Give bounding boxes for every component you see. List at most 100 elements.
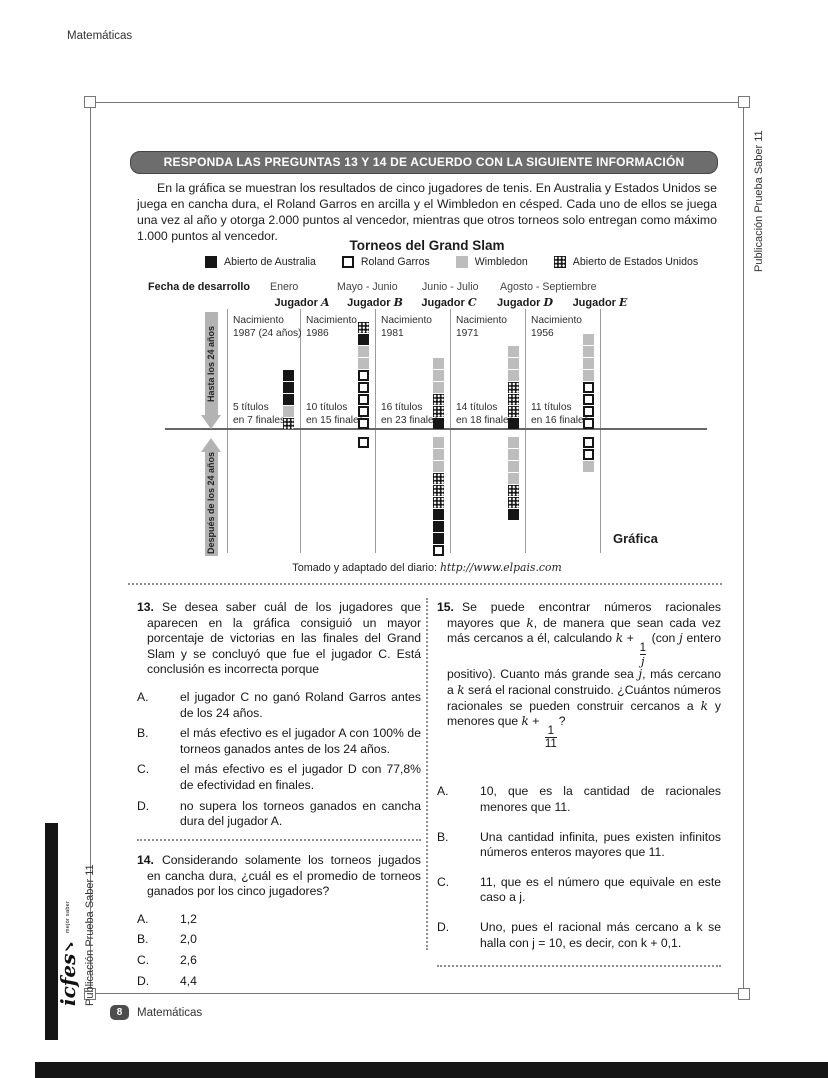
- math-variable: k: [457, 682, 465, 697]
- player-a-header: Jugador A: [274, 296, 330, 309]
- chart-legend: Abierto de Australia Roland Garros Wimbl…: [205, 256, 698, 268]
- player-c-header: Jugador C: [421, 296, 477, 309]
- title-square-australia: [433, 533, 444, 544]
- title-square-roland: [358, 418, 369, 429]
- title-square-roland: [583, 449, 594, 460]
- chart-title: Torneos del Grand Slam: [349, 238, 505, 253]
- question-text: , más cercano a: [447, 667, 721, 697]
- math-operator: +: [528, 714, 543, 729]
- player-e-birth: Nacimiento 1956: [531, 315, 582, 340]
- question-separator: [137, 838, 421, 841]
- source-credit: Tomado y adaptado del diario: http://www…: [292, 561, 562, 574]
- player-a-titles: 5 títulos en 7 finales: [233, 402, 286, 427]
- title-square-wimbledon: [508, 473, 519, 484]
- question-text: (con: [647, 631, 679, 646]
- title-square-us: [433, 394, 444, 405]
- math-variable: j: [638, 667, 643, 682]
- player-e-stack-before-24: [583, 333, 594, 429]
- side-text-right: Publicación Prueba Saber 11: [753, 130, 765, 272]
- player-e-titles: 11 títulos en 16 finales: [531, 402, 589, 427]
- title-square-roland: [583, 406, 594, 417]
- player-e-header: Jugador E: [572, 296, 628, 309]
- title-square-us: [433, 497, 444, 508]
- bottom-black-bar: [35, 1062, 828, 1078]
- math-variable: k: [700, 698, 708, 713]
- corner-mark-icon: [738, 96, 750, 108]
- question-13-option-a: A. el jugador C no ganó Roland Garros an…: [137, 690, 421, 720]
- legend-item: Abierto de Estados Unidos: [553, 256, 699, 268]
- title-square-australia: [433, 418, 444, 429]
- question-14-option-b: B. 2,0: [137, 932, 197, 947]
- title-square-roland: [358, 437, 369, 448]
- title-square-wimbledon: [583, 370, 594, 381]
- question-text: Se puede encontrar números racionales ma…: [447, 600, 721, 630]
- question-14-number: 14.: [137, 852, 154, 867]
- title-square-wimbledon: [283, 406, 294, 417]
- player-d-header: Jugador D: [496, 296, 553, 309]
- page-number-badge: 8: [110, 1005, 129, 1020]
- title-square-wimbledon: [433, 449, 444, 460]
- title-square-wimbledon: [508, 370, 519, 381]
- side-text-left: Publicación Prueba Saber 11: [84, 864, 96, 1006]
- page-footer: 8 Matemáticas: [110, 1005, 202, 1020]
- title-square-us: [433, 485, 444, 496]
- after-24-axis-label: Después de los 24 años: [206, 451, 216, 554]
- math-variable: k: [526, 615, 534, 630]
- title-square-roland: [583, 437, 594, 448]
- title-square-australia: [358, 334, 369, 345]
- title-square-wimbledon: [508, 461, 519, 472]
- after-24-arrow-icon: Después de los 24 años: [201, 438, 222, 556]
- title-square-roland: [358, 406, 369, 417]
- title-square-wimbledon: [433, 358, 444, 369]
- grid-line: [227, 309, 228, 553]
- legend-item: Roland Garros: [341, 256, 430, 268]
- page-frame: [84, 96, 750, 1000]
- question-text: entero positivo). Cuanto más grande sea: [447, 631, 721, 682]
- title-square-roland: [583, 382, 594, 393]
- date-aug-sept: Agosto - Septiembre: [500, 281, 597, 293]
- title-square-australia: [433, 521, 444, 532]
- grid-line: [600, 309, 601, 553]
- question-15-option-a: A. 10, que es la cantidad de racionales …: [437, 784, 721, 814]
- roland-garros-swatch-icon: [341, 256, 354, 268]
- title-square-wimbledon: [583, 358, 594, 369]
- math-variable: k: [521, 714, 529, 729]
- title-square-australia: [283, 394, 294, 405]
- question-column-right: 15. Se puede encontrar números racionales…: [437, 600, 721, 968]
- grid-line: [300, 309, 301, 553]
- title-square-wimbledon: [508, 346, 519, 357]
- before-24-arrow-icon: Hasta los 24 años: [201, 312, 222, 430]
- question-15-number: 15.: [437, 600, 454, 614]
- fraction: 1 11: [544, 725, 557, 751]
- question-text: , de manera que sean cada vez más cercan…: [447, 615, 721, 646]
- grid-line: [375, 309, 376, 553]
- player-e-stack-after-24: [583, 436, 594, 472]
- player-b-titles: 10 títulos en 15 finales: [306, 402, 364, 427]
- question-13: 13. Se desea saber cuál de los jugadores …: [137, 600, 421, 677]
- source-url: http://www.elpais.com: [439, 561, 562, 574]
- title-square-roland: [433, 545, 444, 556]
- date-january: Enero: [270, 281, 299, 293]
- question-15-option-c: C. 11, que es el número que equivale en …: [437, 874, 721, 905]
- title-square-roland: [583, 418, 594, 429]
- title-square-roland: [358, 370, 369, 381]
- legend-label: Abierto de Estados Unidos: [572, 256, 699, 268]
- question-15-option-d: D. Uno, pues el racional más cercano a k…: [437, 919, 721, 950]
- corner-mark-icon: [84, 988, 96, 1000]
- player-d-birth: Nacimiento 1971: [456, 315, 507, 340]
- date-june-july: Junio - Julio: [422, 281, 479, 293]
- title-square-us: [283, 418, 294, 429]
- question-13-option-b: B. el más efectivo es el jugador A con 1…: [137, 726, 421, 756]
- left-black-bar: [45, 823, 58, 1040]
- title-square-wimbledon: [508, 358, 519, 369]
- corner-mark-icon: [738, 988, 750, 1000]
- math-variable: k: [615, 631, 624, 646]
- question-text: y menores que: [447, 698, 721, 729]
- player-a-stack-before-24: [283, 369, 294, 429]
- title-square-us: [508, 394, 519, 405]
- footer-subject-label: Matemáticas: [137, 1006, 203, 1019]
- player-b-stack-before-24: [358, 321, 369, 429]
- icfes-logo: icfes✓ mejor saber: [56, 900, 80, 1006]
- question-14: 14. Considerando solamente los torneos ju…: [137, 852, 421, 899]
